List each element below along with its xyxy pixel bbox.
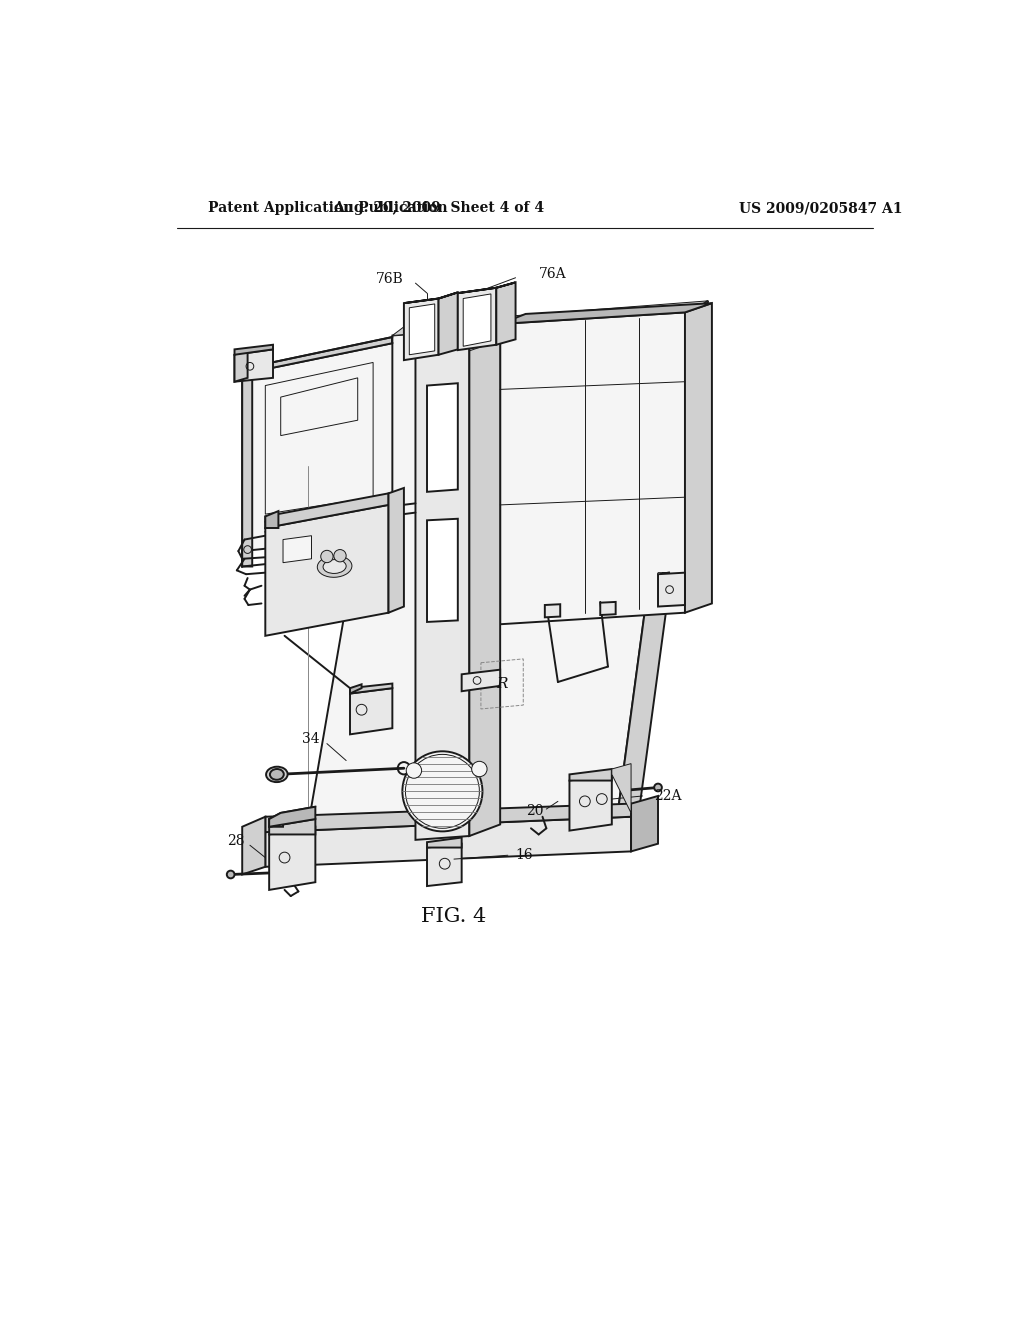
Polygon shape <box>427 837 462 847</box>
Polygon shape <box>243 368 252 566</box>
Ellipse shape <box>323 560 346 573</box>
Polygon shape <box>265 817 631 867</box>
Polygon shape <box>685 304 712 612</box>
Polygon shape <box>350 688 392 734</box>
Polygon shape <box>234 350 273 381</box>
Polygon shape <box>350 684 361 693</box>
Text: 20: 20 <box>526 804 544 818</box>
Polygon shape <box>243 337 392 374</box>
Polygon shape <box>307 313 685 829</box>
Polygon shape <box>403 298 438 360</box>
Polygon shape <box>350 684 392 693</box>
Polygon shape <box>243 343 392 552</box>
Circle shape <box>402 751 482 832</box>
Polygon shape <box>388 488 403 612</box>
Polygon shape <box>658 572 670 574</box>
Circle shape <box>226 871 234 878</box>
Circle shape <box>654 784 662 792</box>
Polygon shape <box>469 327 500 836</box>
Polygon shape <box>458 282 515 293</box>
Text: FIG. 4: FIG. 4 <box>421 907 486 927</box>
Polygon shape <box>615 301 708 829</box>
Polygon shape <box>234 345 273 355</box>
Polygon shape <box>500 313 685 624</box>
Text: 22A: 22A <box>654 789 682 803</box>
Polygon shape <box>269 807 315 826</box>
Circle shape <box>472 762 487 776</box>
Polygon shape <box>265 804 631 832</box>
Polygon shape <box>416 339 469 840</box>
Text: 76B: 76B <box>376 272 403 286</box>
Polygon shape <box>269 814 283 826</box>
Circle shape <box>334 549 346 562</box>
Text: 28: 28 <box>227 834 245 849</box>
Polygon shape <box>497 282 515 345</box>
Polygon shape <box>243 817 265 874</box>
Polygon shape <box>269 818 315 834</box>
Polygon shape <box>283 536 311 562</box>
Polygon shape <box>658 573 685 607</box>
Text: Aug. 20, 2009  Sheet 4 of 4: Aug. 20, 2009 Sheet 4 of 4 <box>333 202 544 215</box>
Polygon shape <box>392 301 708 335</box>
Text: 16: 16 <box>515 849 534 862</box>
Polygon shape <box>438 293 458 355</box>
Polygon shape <box>265 506 388 636</box>
Polygon shape <box>631 796 658 851</box>
Polygon shape <box>416 327 500 343</box>
Polygon shape <box>410 304 435 355</box>
Polygon shape <box>269 826 315 890</box>
Polygon shape <box>569 770 611 780</box>
Polygon shape <box>463 294 490 346</box>
Text: 34: 34 <box>302 733 319 746</box>
Ellipse shape <box>317 556 352 577</box>
Text: R: R <box>496 677 508 690</box>
Ellipse shape <box>266 767 288 783</box>
Circle shape <box>407 763 422 779</box>
Polygon shape <box>462 669 500 692</box>
Polygon shape <box>600 602 615 615</box>
Polygon shape <box>427 843 462 886</box>
Polygon shape <box>500 304 712 323</box>
Polygon shape <box>611 763 631 813</box>
Polygon shape <box>265 511 279 528</box>
Polygon shape <box>234 350 248 381</box>
Text: US 2009/0205847 A1: US 2009/0205847 A1 <box>739 202 902 215</box>
Circle shape <box>321 550 333 562</box>
Polygon shape <box>427 383 458 492</box>
Polygon shape <box>265 494 388 528</box>
Polygon shape <box>545 605 560 618</box>
Text: Patent Application Publication: Patent Application Publication <box>208 202 447 215</box>
Polygon shape <box>569 775 611 830</box>
Polygon shape <box>403 293 458 304</box>
Ellipse shape <box>270 770 284 780</box>
Polygon shape <box>458 288 497 350</box>
Text: 76A: 76A <box>539 267 566 281</box>
Polygon shape <box>427 519 458 622</box>
